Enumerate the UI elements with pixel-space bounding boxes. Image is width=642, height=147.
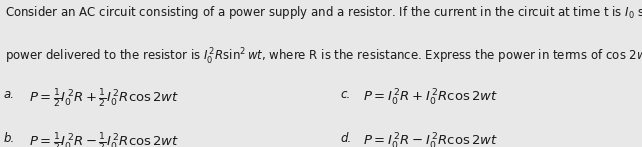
Text: b.: b. bbox=[3, 132, 15, 145]
Text: power delivered to the resistor is $I_0^{\,2}R\sin^2 wt$, where R is the resista: power delivered to the resistor is $I_0^… bbox=[5, 47, 642, 67]
Text: $P = I_0^{\,2}R + I_0^{\,2}R\cos 2wt$: $P = I_0^{\,2}R + I_0^{\,2}R\cos 2wt$ bbox=[363, 88, 498, 108]
Text: $P = \frac{1}{2}I_0^{\,2}R - \frac{1}{2}I_0^{\,2}R\cos 2wt$: $P = \frac{1}{2}I_0^{\,2}R - \frac{1}{2}… bbox=[29, 132, 179, 147]
Text: c.: c. bbox=[340, 88, 351, 101]
Text: Consider an AC circuit consisting of a power supply and a resistor. If the curre: Consider an AC circuit consisting of a p… bbox=[5, 4, 642, 21]
Text: $P = \frac{1}{2}I_0^{\,2}R + \frac{1}{2}I_0^{\,2}R\cos 2wt$: $P = \frac{1}{2}I_0^{\,2}R + \frac{1}{2}… bbox=[29, 88, 179, 110]
Text: d.: d. bbox=[340, 132, 352, 145]
Text: a.: a. bbox=[3, 88, 14, 101]
Text: $P = I_0^{\,2}R - I_0^{\,2}R\cos 2wt$: $P = I_0^{\,2}R - I_0^{\,2}R\cos 2wt$ bbox=[363, 132, 498, 147]
